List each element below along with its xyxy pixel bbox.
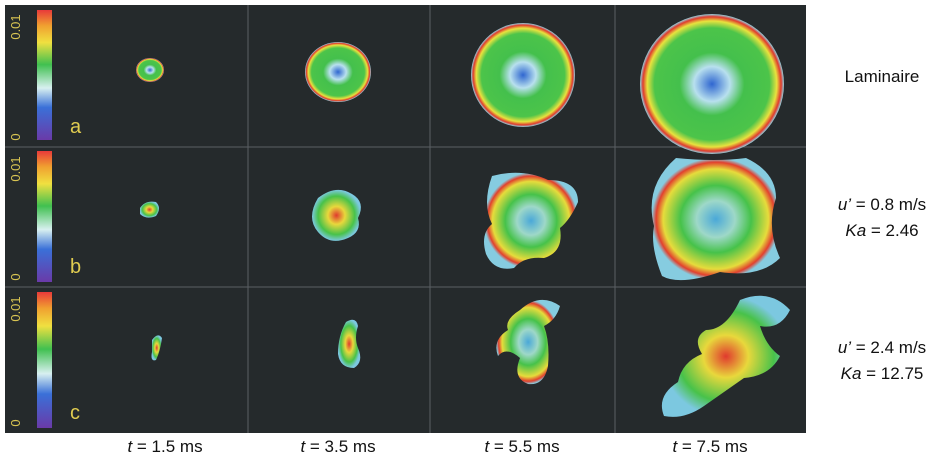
colorbar-bottom-label: 0: [8, 419, 23, 426]
label-text: = 5.5 ms: [489, 437, 559, 456]
colorbar-top-label: 0.01: [8, 296, 23, 321]
symbol: t: [127, 437, 133, 456]
symbol: t: [672, 437, 678, 456]
row-label: u’ = 2.4 m/s: [838, 338, 926, 357]
colorbars: [37, 10, 52, 428]
symbol: Ka: [841, 364, 862, 383]
symbol: t: [300, 437, 306, 456]
time-label: t = 7.5 ms: [672, 437, 747, 456]
symbol: Ka: [845, 221, 866, 240]
colorbar-bottom-label: 0: [8, 273, 23, 280]
colorbar-top-label: 0.01: [8, 156, 23, 181]
symbol: t: [484, 437, 490, 456]
row-label: u’ = 0.8 m/s: [838, 195, 926, 214]
panel-grid: [5, 5, 806, 433]
time-label: t = 3.5 ms: [300, 437, 375, 456]
label-text: = 12.75: [861, 364, 923, 383]
symbol: u’: [838, 338, 851, 357]
row-letter: b: [70, 256, 81, 278]
label-text: = 7.5 ms: [677, 437, 747, 456]
label-text: = 2.46: [866, 221, 918, 240]
label-text: = 3.5 ms: [305, 437, 375, 456]
colorbar-top-label: 0.01: [8, 14, 23, 39]
label-text: = 2.4 m/s: [851, 338, 926, 357]
label-text: = 0.8 m/s: [851, 195, 926, 214]
row-letter: c: [70, 402, 80, 424]
label-text: = 1.5 ms: [132, 437, 202, 456]
row-label: Ka = 2.46: [845, 221, 918, 240]
row-label: Ka = 12.75: [841, 364, 924, 383]
time-label: t = 1.5 ms: [127, 437, 202, 456]
symbol: u’: [838, 195, 851, 214]
label-text: Laminaire: [845, 67, 920, 86]
flames: [136, 14, 790, 417]
colorbar-bottom-label: 0: [8, 133, 23, 140]
time-label: t = 5.5 ms: [484, 437, 559, 456]
row-label: Laminaire: [845, 67, 920, 86]
row-letter: a: [70, 116, 82, 138]
